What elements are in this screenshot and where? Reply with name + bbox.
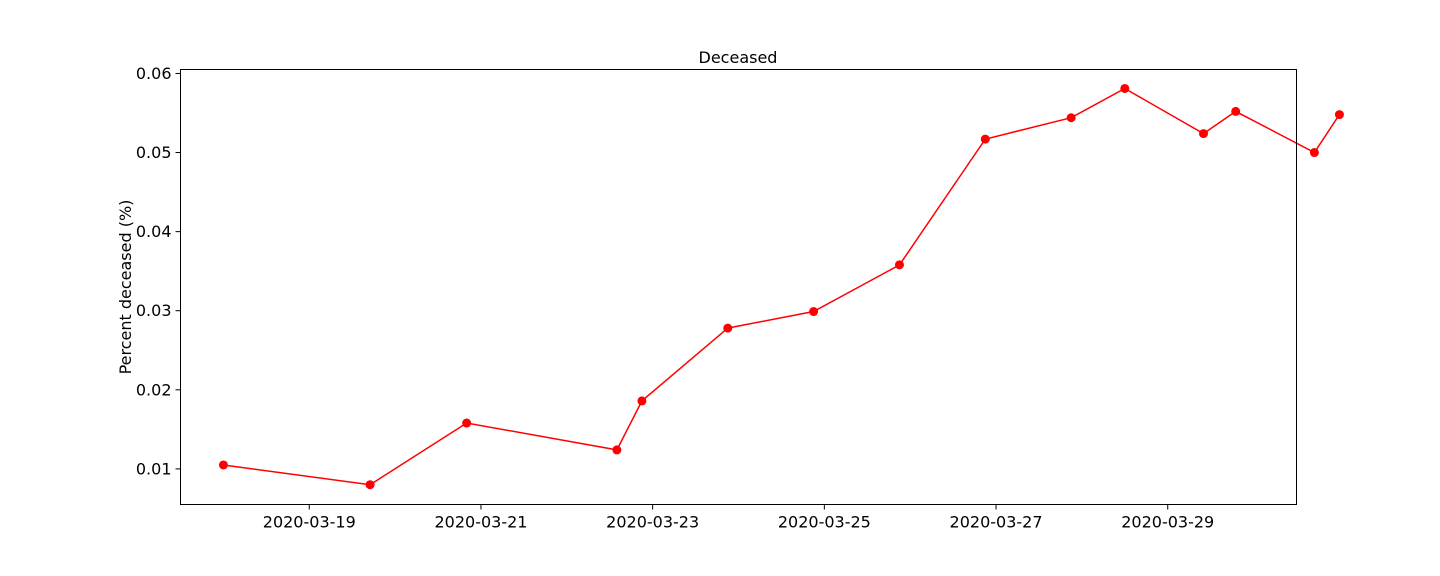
chart-title: Deceased bbox=[699, 48, 778, 67]
data-point bbox=[1066, 113, 1076, 123]
data-point bbox=[1120, 83, 1130, 93]
data-point bbox=[894, 260, 904, 270]
data-point bbox=[612, 445, 622, 455]
x-tick-label: 2020-03-25 bbox=[778, 513, 871, 532]
y-tick-label: 0.06 bbox=[136, 64, 172, 83]
y-tick-label: 0.02 bbox=[136, 380, 172, 399]
x-tick-label: 2020-03-27 bbox=[950, 513, 1043, 532]
data-point bbox=[723, 323, 733, 333]
data-point bbox=[637, 396, 647, 406]
data-point bbox=[1231, 106, 1241, 116]
x-tick-label: 2020-03-21 bbox=[434, 513, 527, 532]
series-line bbox=[218, 83, 1344, 490]
data-point bbox=[1199, 129, 1208, 139]
ticks: 0.01 0.02 0.03 0.04 0.05 0.06 2020-03-19 2020-0… bbox=[136, 64, 1214, 532]
y-tick-label: 0.05 bbox=[136, 143, 172, 162]
data-point bbox=[1309, 148, 1319, 158]
y-tick-label: 0.04 bbox=[136, 222, 172, 241]
data-point bbox=[365, 480, 375, 490]
y-axis-label: Percent deceased (%) bbox=[116, 200, 135, 375]
y-tick-label: 0.01 bbox=[136, 459, 172, 478]
data-point bbox=[809, 307, 819, 317]
data-point bbox=[1334, 110, 1344, 120]
x-tick-label: 2020-03-23 bbox=[606, 513, 699, 532]
x-tick-label: 2020-03-19 bbox=[263, 513, 356, 532]
series-line-path bbox=[223, 87, 1341, 486]
data-point bbox=[218, 460, 228, 470]
data-point bbox=[980, 134, 990, 144]
x-tick-label: 2020-03-29 bbox=[1121, 513, 1214, 532]
y-tick-label: 0.03 bbox=[136, 301, 172, 320]
plot-area bbox=[180, 69, 1297, 505]
data-point bbox=[462, 418, 472, 428]
